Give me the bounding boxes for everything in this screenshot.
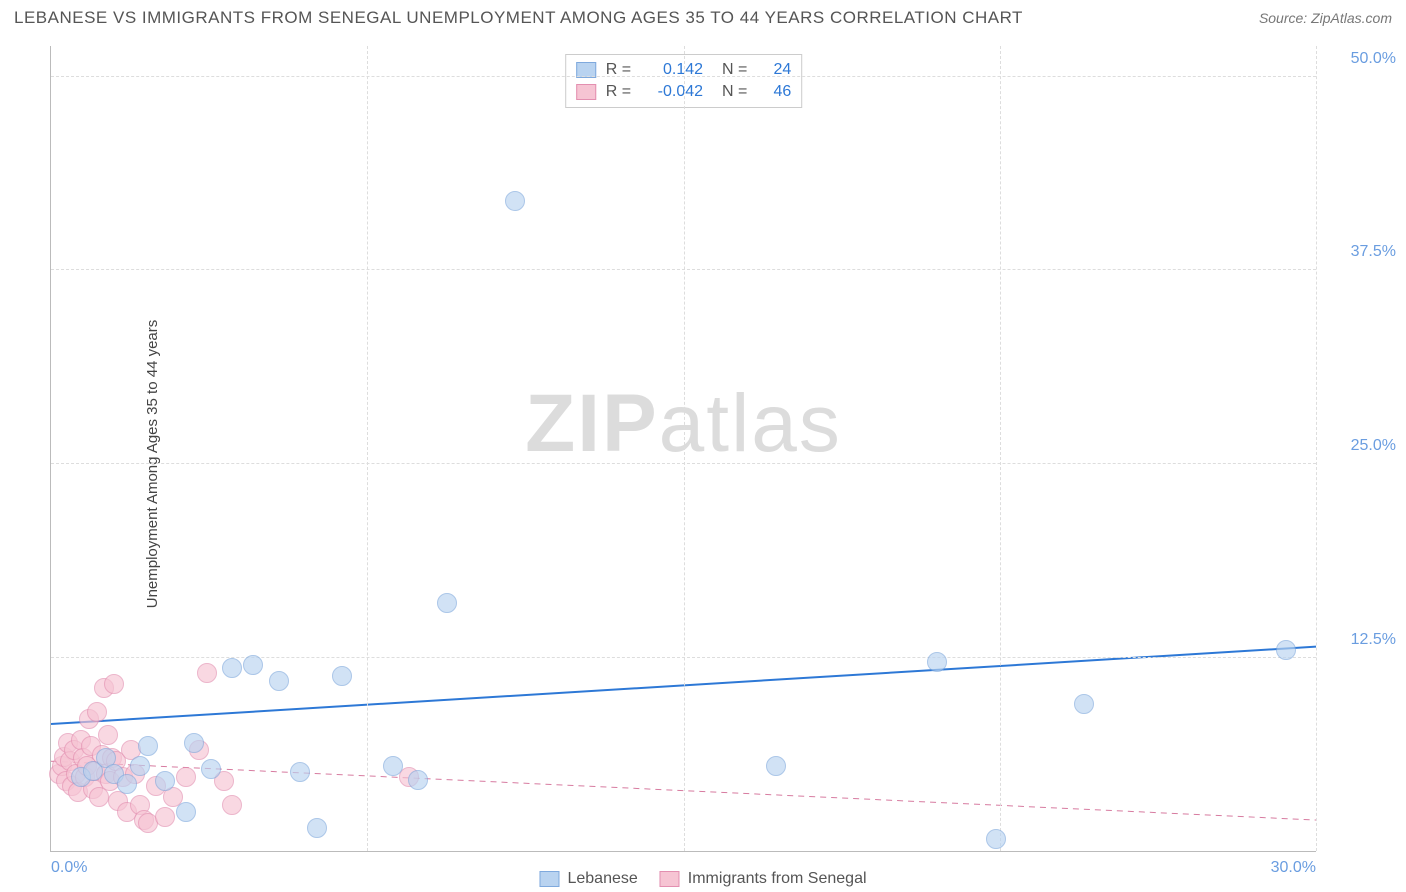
r-label: R = — [606, 83, 631, 101]
data-point — [201, 759, 221, 779]
data-point — [138, 736, 158, 756]
legend-item: Immigrants from Senegal — [660, 870, 867, 888]
bottom-legend: Lebanese Immigrants from Senegal — [539, 870, 866, 888]
data-point — [184, 733, 204, 753]
data-point — [243, 655, 263, 675]
plot-area: ZIPatlas R =0.142 N =24R =-0.042 N =46 1… — [50, 46, 1316, 852]
gridline-v — [1000, 46, 1001, 851]
y-tick-label: 12.5% — [1324, 631, 1396, 649]
x-tick-label: 0.0% — [51, 859, 87, 877]
data-point — [383, 756, 403, 776]
n-label: N = — [713, 83, 747, 101]
data-point — [437, 593, 457, 613]
data-point — [176, 767, 196, 787]
source-label: Source: ZipAtlas.com — [1259, 10, 1392, 26]
n-value: 46 — [757, 83, 791, 101]
data-point — [307, 818, 327, 838]
y-tick-label: 50.0% — [1324, 50, 1396, 68]
legend-swatch — [660, 871, 680, 887]
data-point — [222, 795, 242, 815]
data-point — [269, 671, 289, 691]
gridline-v — [367, 46, 368, 851]
data-point — [98, 725, 118, 745]
data-point — [222, 658, 242, 678]
data-point — [290, 762, 310, 782]
data-point — [176, 802, 196, 822]
data-point — [117, 774, 137, 794]
legend-label: Lebanese — [567, 870, 637, 888]
data-point — [408, 770, 428, 790]
gridline-v — [1316, 46, 1317, 851]
chart-title: LEBANESE VS IMMIGRANTS FROM SENEGAL UNEM… — [14, 8, 1023, 28]
legend-item: Lebanese — [539, 870, 637, 888]
data-point — [104, 674, 124, 694]
data-point — [197, 663, 217, 683]
data-point — [1276, 640, 1296, 660]
data-point — [155, 771, 175, 791]
r-value: -0.042 — [641, 83, 703, 101]
data-point — [986, 829, 1006, 849]
data-point — [927, 652, 947, 672]
data-point — [332, 666, 352, 686]
legend-swatch — [539, 871, 559, 887]
y-tick-label: 37.5% — [1324, 243, 1396, 261]
gridline-v — [684, 46, 685, 851]
data-point — [1074, 694, 1094, 714]
legend-label: Immigrants from Senegal — [688, 870, 867, 888]
data-point — [505, 191, 525, 211]
data-point — [155, 807, 175, 827]
data-point — [87, 702, 107, 722]
data-point — [130, 756, 150, 776]
y-tick-label: 25.0% — [1324, 437, 1396, 455]
x-tick-label: 30.0% — [1271, 859, 1316, 877]
chart-area: Unemployment Among Ages 35 to 44 years Z… — [0, 36, 1406, 892]
data-point — [766, 756, 786, 776]
series-swatch — [576, 84, 596, 100]
